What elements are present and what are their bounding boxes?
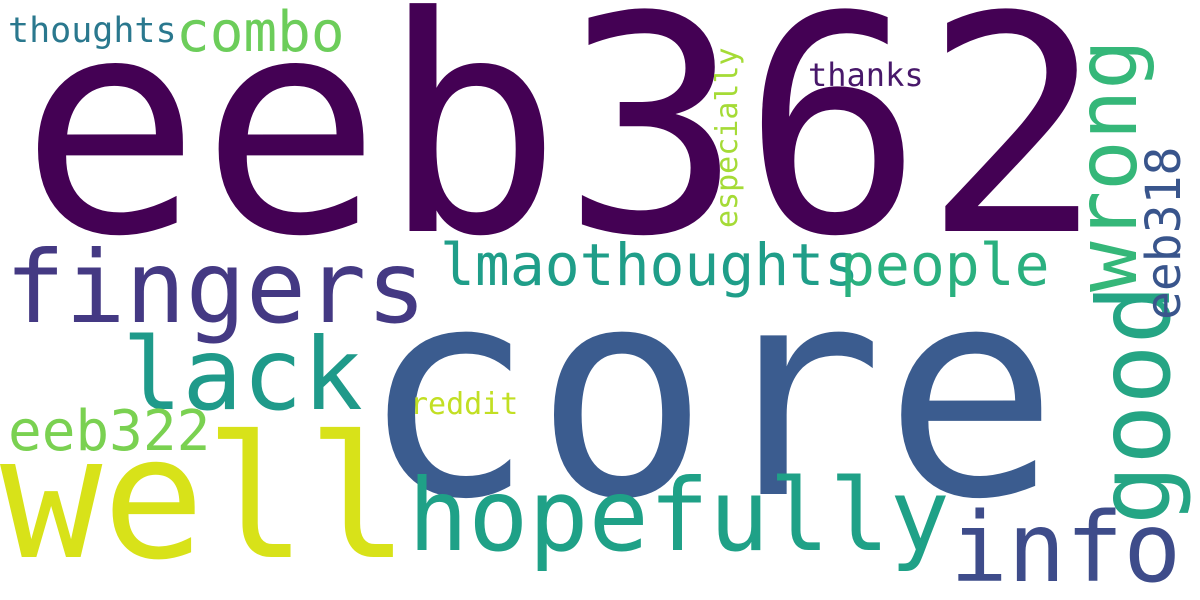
word-eeb322: eeb322 xyxy=(8,399,211,464)
word-lmaothoughts: lmaothoughts xyxy=(440,231,860,299)
word-lack: lack xyxy=(122,316,363,433)
word-combo: combo xyxy=(176,0,345,65)
word-hopefully: hopefully xyxy=(408,457,950,574)
word-core: core xyxy=(360,226,1059,563)
word-eeb318: eeb318 xyxy=(1136,146,1192,320)
word-thanks: thanks xyxy=(808,56,924,94)
word-thoughts: thoughts xyxy=(8,11,177,51)
word-people: people xyxy=(840,231,1050,299)
word-especially: especially xyxy=(710,47,745,228)
word-eeb362: eeb362 xyxy=(20,0,1104,302)
word-fingers: fingers xyxy=(5,229,427,346)
word-well: well xyxy=(0,400,410,598)
word-good: good xyxy=(1076,284,1193,525)
word-info: info xyxy=(950,492,1182,600)
word-reddit: reddit xyxy=(410,387,519,422)
